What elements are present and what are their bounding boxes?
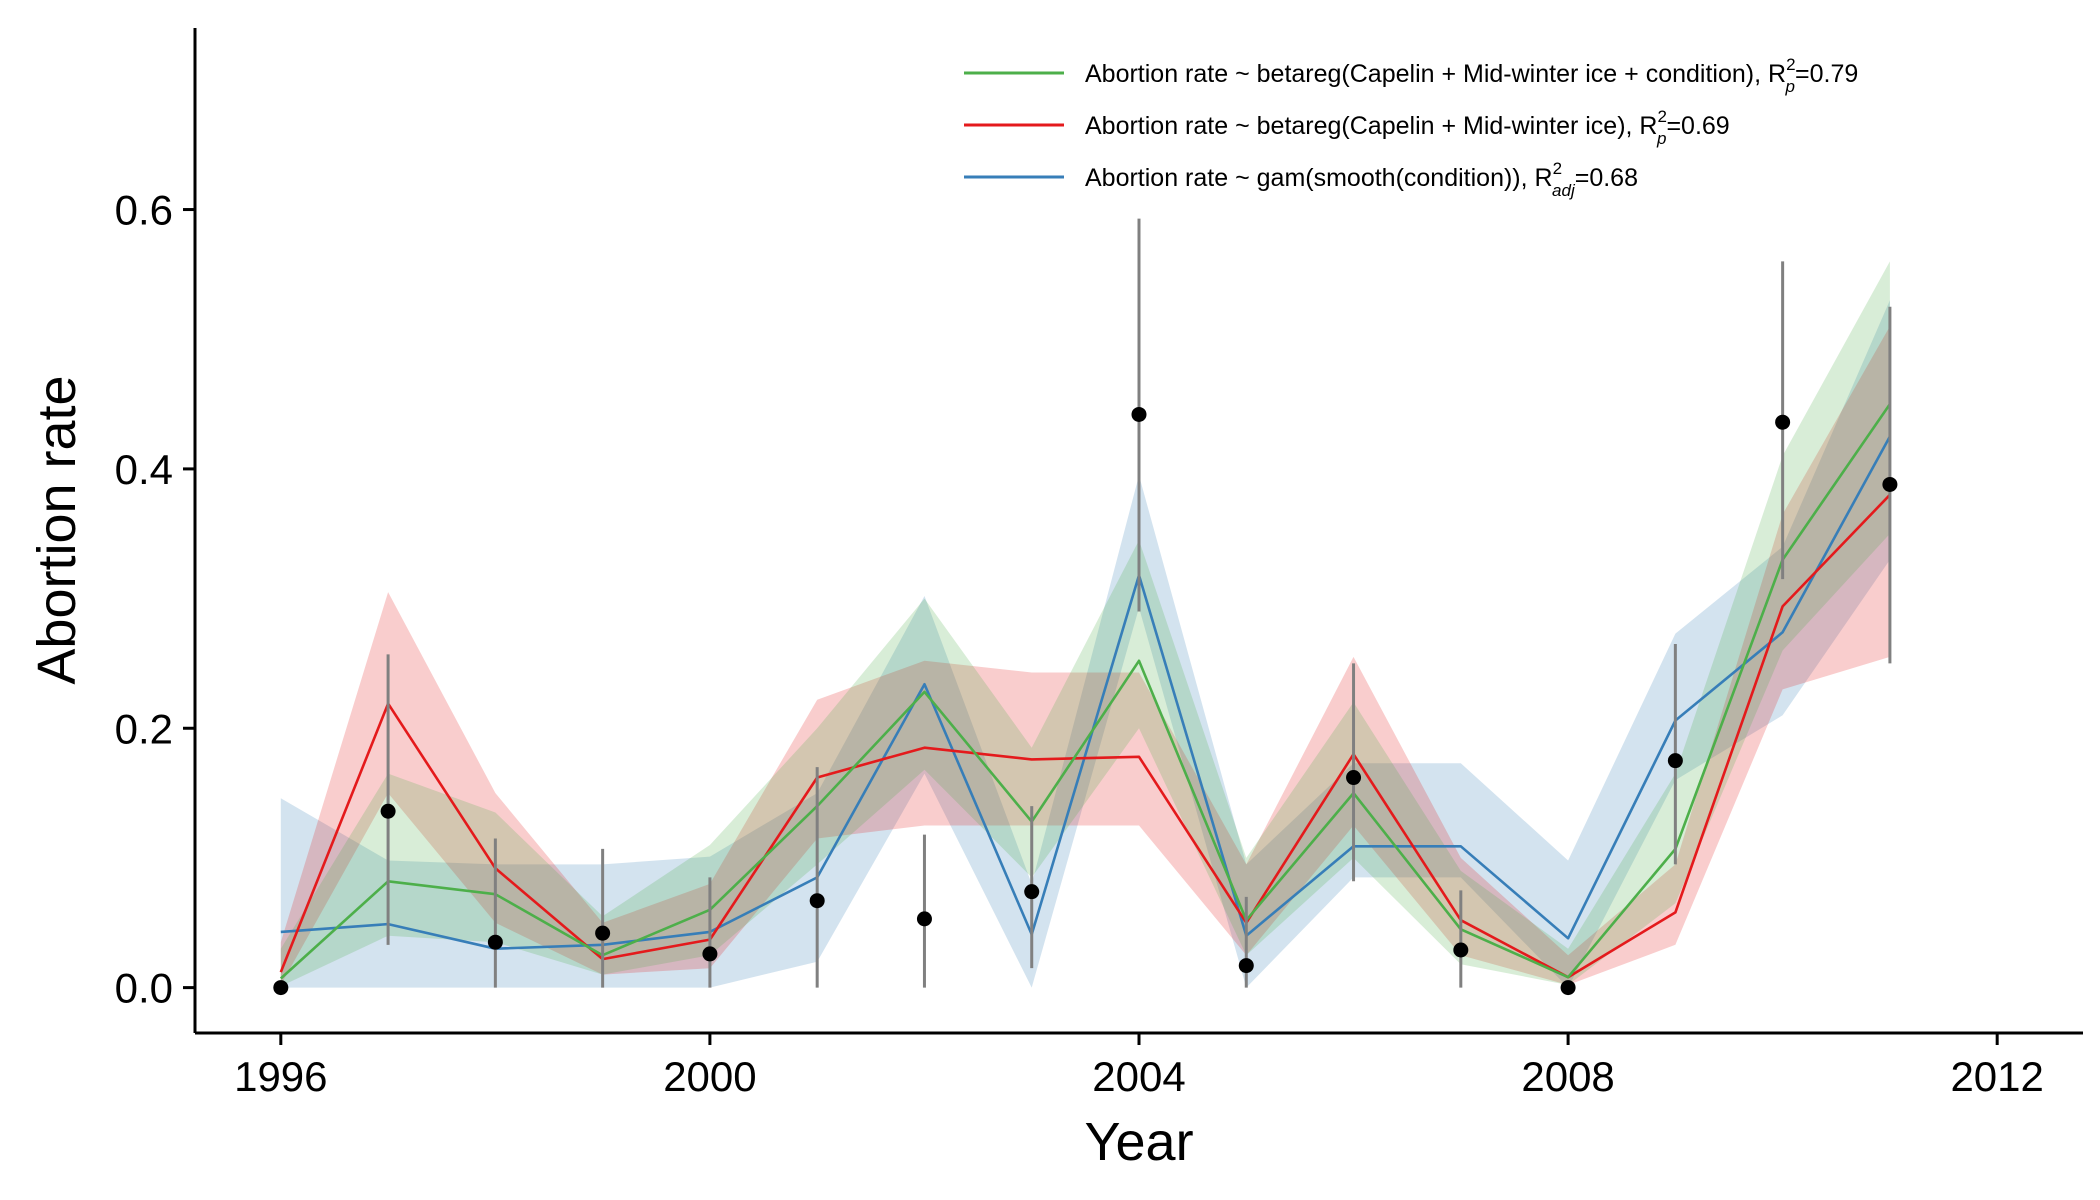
observed-point <box>487 934 503 950</box>
band-capelin_ice_condition <box>280 261 1890 987</box>
observed-point <box>1131 406 1147 422</box>
x-tick-label: 2012 <box>1950 1053 2043 1100</box>
line-capelin_ice_condition <box>279 403 1891 980</box>
legend-entry-capelin_ice_condition: Abortion rate ~ betareg(Capelin + Mid-wi… <box>1085 55 1858 96</box>
y-tick-label: 0.2 <box>115 705 173 752</box>
observed-point <box>1775 414 1791 430</box>
observed-point <box>380 803 396 819</box>
x-tick-label: 2008 <box>1521 1053 1614 1100</box>
y-tick-label: 0.4 <box>115 446 173 493</box>
y-ticks: 0.0 0.2 0.4 0.6 <box>115 187 195 1012</box>
observed-point <box>1453 942 1469 958</box>
observed-point <box>702 946 718 962</box>
x-ticks: 1996 2000 2004 2008 2012 <box>234 1033 2044 1100</box>
y-tick-label: 0.0 <box>115 965 173 1012</box>
x-tick-label: 2004 <box>1092 1053 1185 1100</box>
observed-point <box>916 911 932 927</box>
x-tick-label: 1996 <box>234 1053 327 1100</box>
model-lines <box>279 403 1892 980</box>
observed-point <box>1882 476 1898 492</box>
legend-entry-condition_gam: Abortion rate ~ gam(smooth(condition)), … <box>1085 159 1638 200</box>
confidence-bands <box>280 261 1890 988</box>
line-condition_gam <box>280 435 1892 951</box>
legend: Abortion rate ~ betareg(Capelin + Mid-wi… <box>964 55 1858 200</box>
band-condition_gam <box>280 300 1890 988</box>
y-tick-label: 0.6 <box>115 187 173 234</box>
legend-entry-capelin_ice: Abortion rate ~ betareg(Capelin + Mid-wi… <box>1085 107 1730 148</box>
observed-point <box>1560 980 1576 996</box>
observed-point <box>273 980 289 996</box>
observed-point <box>1667 753 1683 769</box>
observed-point <box>1238 958 1254 974</box>
observed-point <box>809 893 825 909</box>
x-tick-label: 2000 <box>663 1053 756 1100</box>
observed-data <box>273 218 1898 996</box>
y-axis-title: Abortion rate <box>27 375 87 684</box>
line-capelin_ice <box>279 493 1891 979</box>
x-axis-title: Year <box>1084 1112 1193 1172</box>
observed-point <box>595 925 611 941</box>
observed-point <box>1346 770 1362 786</box>
observed-point <box>1024 884 1040 900</box>
